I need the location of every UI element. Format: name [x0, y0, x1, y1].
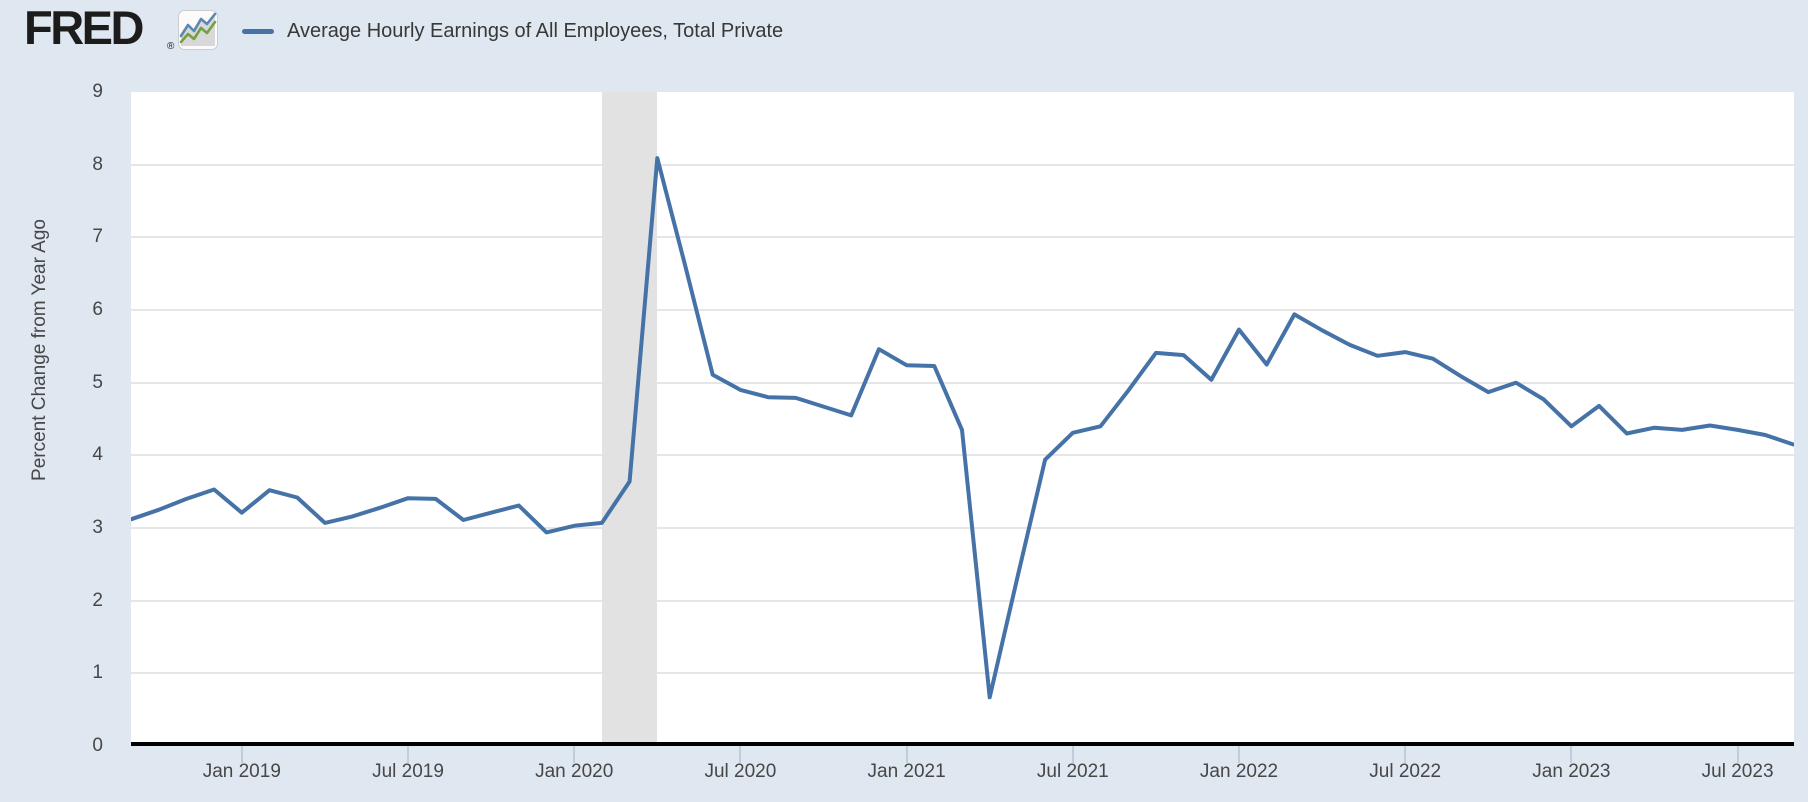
recession-shading	[601, 92, 658, 746]
y-tick-label-8: 8	[92, 153, 103, 175]
registered-trademark: ®	[167, 41, 175, 52]
fred-logo[interactable]: FRED	[24, 1, 144, 54]
x-tick-mark-2021-07	[1071, 746, 1074, 763]
x-tick-label-2019-07: Jul 2019	[372, 761, 444, 782]
gridline-y-8	[131, 163, 1794, 166]
gridline-y-4	[131, 454, 1794, 457]
x-tick-mark-2020-07	[739, 746, 742, 763]
x-tick-label-2021-01: Jan 2021	[867, 761, 946, 782]
chart-legend: Average Hourly Earnings of All Employees…	[242, 0, 783, 62]
x-tick-mark-2021-01	[905, 746, 908, 763]
x-tick-mark-2023-07	[1736, 746, 1739, 763]
x-tick-mark-2022-01	[1238, 746, 1240, 763]
x-axis-baseline	[131, 742, 1794, 746]
x-tick-label-2019-01: Jan 2019	[202, 761, 281, 782]
gridline-y-6	[131, 309, 1794, 311]
header: FRED ® Average Hourly Earnings of All Em…	[0, 0, 1808, 62]
y-tick-label-7: 7	[92, 226, 103, 248]
line-chart	[131, 156, 1794, 700]
x-tick-label-2020-01: Jan 2020	[535, 761, 614, 782]
x-tick-mark-2022-07	[1404, 746, 1407, 763]
legend-series-label: Average Hourly Earnings of All Employees…	[287, 19, 784, 42]
x-tick-label-2021-07: Jul 2021	[1036, 761, 1109, 782]
x-tick-mark-2020-01	[573, 746, 576, 763]
y-tick-label-5: 5	[92, 371, 103, 393]
gridline-y-7	[131, 236, 1794, 239]
y-tick-label-0: 0	[92, 735, 103, 756]
x-tick-mark-2023-01	[1570, 746, 1573, 763]
x-tick-label-2023-07: Jul 2023	[1701, 761, 1774, 782]
legend-line-swatch	[242, 28, 274, 34]
y-tick-label-9: 9	[92, 81, 103, 102]
earnings-line	[131, 156, 1794, 700]
plot-area[interactable]	[131, 92, 1794, 746]
x-tick-label-2022-07: Jul 2022	[1369, 761, 1442, 782]
x-tick-mark-2019-01	[240, 746, 243, 763]
gridline-y-1	[131, 672, 1794, 675]
x-tick-label-2020-07: Jul 2020	[704, 761, 777, 782]
x-tick-label-2023-01: Jan 2023	[1532, 761, 1611, 782]
gridline-y-3	[131, 527, 1794, 529]
fred-chart-icon	[178, 10, 218, 50]
x-tick-label-2022-01: Jan 2022	[1199, 761, 1279, 782]
x-tick-mark-2019-07	[407, 746, 409, 763]
y-tick-label-1: 1	[92, 662, 103, 684]
gridline-y-5	[131, 381, 1794, 384]
y-tick-label-2: 2	[92, 589, 103, 611]
y-tick-label-4: 4	[92, 444, 103, 466]
y-tick-label-6: 6	[92, 299, 103, 320]
gridline-y-2	[131, 599, 1794, 602]
y-tick-label-3: 3	[92, 517, 103, 538]
